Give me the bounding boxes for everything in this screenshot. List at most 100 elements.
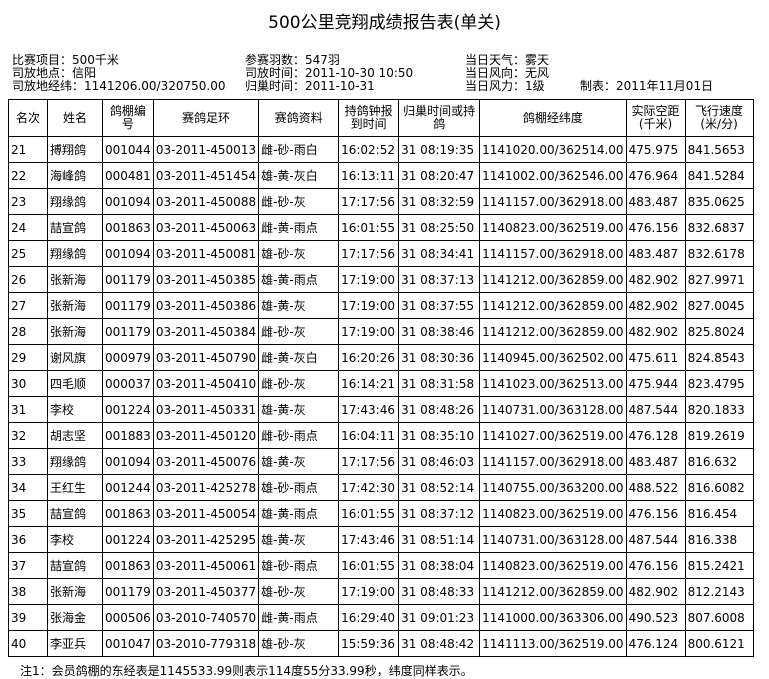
cell: 17:42:30	[338, 474, 400, 501]
cell: 001094	[102, 448, 154, 475]
cell: 825.8024	[684, 318, 754, 345]
cell: 819.2619	[684, 422, 754, 449]
cell: 雌-砂-灰	[258, 318, 340, 345]
table-row: 39 张海金 000506 03-2010-740570 雌-黄-雨点 16:29:40 3…	[8, 604, 754, 631]
date: 制表：2011年11月01日	[580, 79, 714, 93]
cell: 816.632	[684, 448, 754, 475]
header-row: 名次 姓名 鸽棚编号 赛鸽足环 赛鸽资料 持鸽钟报到时间 归巢时间或持鸽 鸽棚经纬度 实际空距(…	[8, 99, 754, 137]
cell: 30	[8, 370, 48, 397]
cell: 31 08:51:14	[398, 526, 481, 553]
cell: 31 08:48:26	[398, 396, 481, 423]
info-item: 归巢时间：2011-10-31	[245, 79, 375, 93]
cell: 820.1833	[684, 396, 754, 423]
cell: 17:19:00	[338, 318, 400, 345]
table-row: 32 胡志坚 001883 03-2011-450120 雌-砂-雨点 16:04:11 3…	[8, 422, 754, 449]
table-row: 27 张新海 001179 03-2011-450386 雄-黄-灰 17:19:00 31…	[8, 292, 754, 319]
cell: 1140731.00/363128.00	[479, 526, 627, 553]
cell: 812.2143	[684, 578, 754, 605]
cell: 31 08:20:47	[398, 162, 481, 189]
cell: 17:19:00	[338, 578, 400, 605]
cell: 喆宣鸽	[47, 552, 103, 579]
cell: 雌-砂-雨点	[258, 422, 340, 449]
cell: 490.523	[625, 604, 686, 631]
cell: 476.156	[625, 500, 686, 527]
cell: 1141157.00/362918.00	[479, 448, 627, 475]
cell: 1140823.00/362519.00	[479, 552, 627, 579]
cell: 1141000.00/363306.00	[479, 604, 627, 631]
cell: 827.0045	[684, 292, 754, 319]
table-row: 23 翔缘鸽 001094 03-2011-450088 雌-砂-灰 17:17:56 31…	[8, 188, 754, 215]
cell: 雄-砂-灰	[258, 578, 340, 605]
info-item: 比赛项目：500千米	[12, 53, 119, 67]
table-row: 34 王红生 001244 03-2011-425278 雄-砂-雨点 17:42:30 3…	[8, 474, 754, 501]
table-row: 37 喆宣鸽 001863 03-2011-450061 雄-砂-雨点 16:01:55 3…	[8, 552, 754, 579]
cell: 16:29:40	[338, 604, 400, 631]
cell: 03-2010-740570	[152, 604, 260, 631]
info-item: 司放地点：信阳	[12, 66, 97, 80]
cell: 31 08:46:03	[398, 448, 481, 475]
cell: 476.128	[625, 422, 686, 449]
column-header: 飞行速度(米/分)	[684, 99, 754, 137]
cell: 1141023.00/362513.00	[479, 370, 627, 397]
cell: 31 08:38:04	[398, 552, 481, 579]
cell: 16:14:21	[338, 370, 400, 397]
cell: 816.338	[684, 526, 754, 553]
cell: 1141027.00/362519.00	[479, 422, 627, 449]
cell: 816.6082	[684, 474, 754, 501]
cell: 雌-砂-雨白	[258, 136, 340, 163]
column-header: 归巢时间或持鸽	[398, 99, 481, 137]
cell: 16:01:55	[338, 214, 400, 241]
table-row: 21 搏翔鸽 001044 03-2011-450013 雌-砂-雨白 16:02:52 3…	[8, 136, 754, 163]
cell: 31 08:19:35	[398, 136, 481, 163]
cell: 31 08:32:59	[398, 188, 481, 215]
cell: 001883	[102, 422, 154, 449]
cell: 雌-黄-雨点	[258, 604, 340, 631]
table-row: 31 李校 001224 03-2011-450331 雄-黄-灰 17:43:46 31 …	[8, 396, 754, 423]
cell: 雄-黄-灰白	[258, 162, 340, 189]
cell: 1140823.00/362519.00	[479, 500, 627, 527]
cell: 1141157.00/362918.00	[479, 240, 627, 267]
cell: 816.454	[684, 500, 754, 527]
cell: 雌-砂-灰	[258, 188, 340, 215]
cell: 31 08:37:13	[398, 266, 481, 293]
cell: 03-2011-450076	[152, 448, 260, 475]
cell: 1141002.00/362546.00	[479, 162, 627, 189]
cell: 17:19:00	[338, 266, 400, 293]
cell: 832.6837	[684, 214, 754, 241]
cell: 1141020.00/362514.00	[479, 136, 627, 163]
cell: 1141212.00/362859.00	[479, 292, 627, 319]
cell: 1141212.00/362859.00	[479, 578, 627, 605]
column-header: 持鸽钟报到时间	[338, 99, 400, 137]
cell: 李校	[47, 526, 103, 553]
cell: 03-2011-450384	[152, 318, 260, 345]
cell: 03-2010-779318	[152, 630, 260, 657]
table-row: 28 张新海 001179 03-2011-450384 雌-砂-灰 17:19:00 31…	[8, 318, 754, 345]
cell: 03-2011-451454	[152, 162, 260, 189]
cell: 03-2011-450410	[152, 370, 260, 397]
cell: 32	[8, 422, 48, 449]
cell: 25	[8, 240, 48, 267]
cell: 001244	[102, 474, 154, 501]
cell: 001224	[102, 396, 154, 423]
cell: 000037	[102, 370, 154, 397]
info-item: 司放地经纬：1141206.00/320750.00	[12, 79, 226, 93]
cell: 雄-黄-灰	[258, 448, 340, 475]
cell: 835.0625	[684, 188, 754, 215]
cell: 37	[8, 552, 48, 579]
cell: 03-2011-450013	[152, 136, 260, 163]
cell: 31	[8, 396, 48, 423]
footnote: 注1：会员鸽棚的东经表是1145533.99则表示114度55分33.99秒，纬…	[20, 664, 473, 678]
cell: 800.6121	[684, 630, 754, 657]
cell: 476.124	[625, 630, 686, 657]
table-row: 40 李亚兵 001047 03-2010-779318 雄-砂-灰 15:59:36 31…	[8, 630, 754, 657]
cell: 476.156	[625, 214, 686, 241]
cell: 482.902	[625, 318, 686, 345]
cell: 475.611	[625, 344, 686, 371]
cell: 03-2011-450061	[152, 552, 260, 579]
title: 500公里竞翔成绩报告表(单关)	[268, 13, 501, 33]
cell: 雌-黄-雨点	[258, 214, 340, 241]
cell: 001224	[102, 526, 154, 553]
cell: 16:01:55	[338, 500, 400, 527]
cell: 16:13:11	[338, 162, 400, 189]
